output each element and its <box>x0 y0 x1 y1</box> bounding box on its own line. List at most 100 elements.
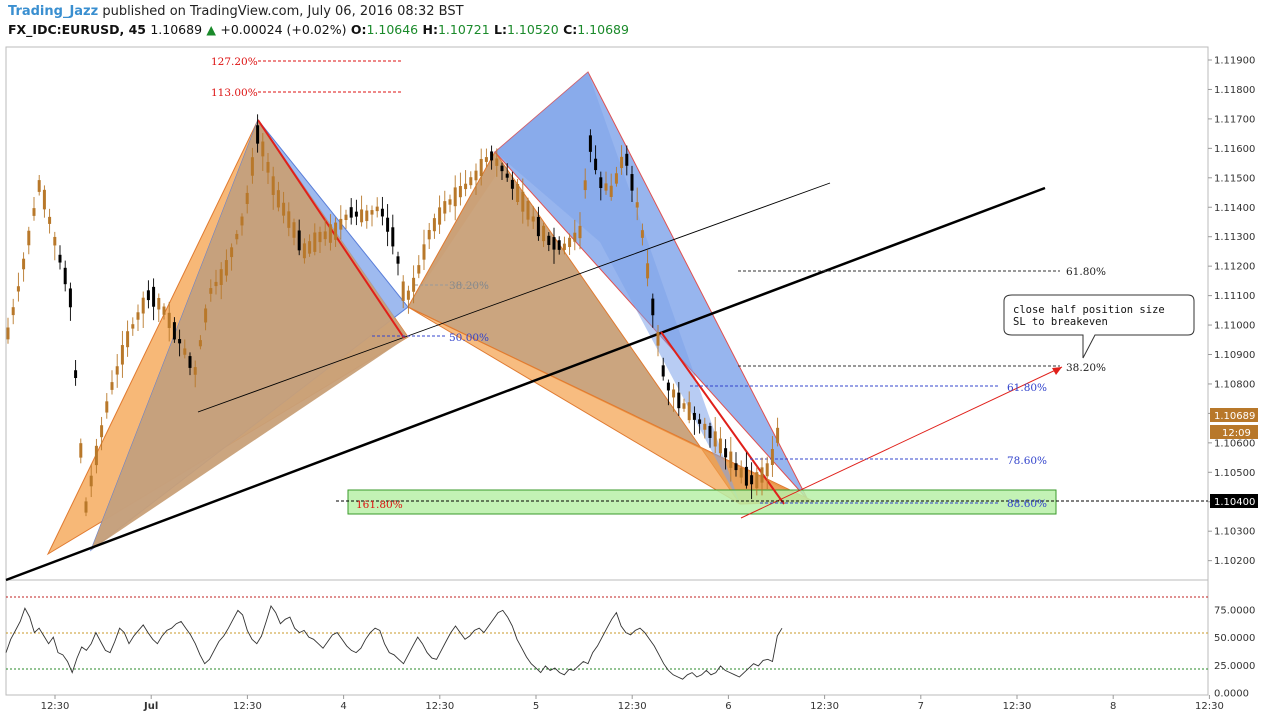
candle <box>640 223 644 246</box>
fib-113: 113.00% <box>211 87 258 99</box>
candle <box>656 325 660 357</box>
price-tick: 1.11200 <box>1214 262 1255 273</box>
oscillator-tick: 0.0000 <box>1214 689 1249 700</box>
candle <box>526 197 530 227</box>
candle <box>271 166 275 210</box>
candle <box>568 233 572 255</box>
candle <box>42 185 46 218</box>
time-axis[interactable]: 12:30 Jul 12:30 4 12:30 5 12:30 6 12:30 7 12:30 8 12… <box>41 695 1224 712</box>
candle <box>94 438 98 474</box>
callout-line-1: close half position size <box>1013 304 1165 316</box>
candle <box>713 416 717 454</box>
time-tick: 8 <box>1110 701 1116 712</box>
candle <box>313 223 317 256</box>
candle <box>666 379 670 406</box>
candle <box>157 293 161 323</box>
candle <box>432 213 436 239</box>
candle <box>495 148 499 177</box>
price-tick: 1.10500 <box>1214 468 1255 479</box>
candle <box>547 232 551 252</box>
candle <box>250 147 254 184</box>
oscillator-pane[interactable]: 75.0000 50.0000 25.0000 0.0000 <box>5 596 1255 700</box>
candle <box>230 243 234 271</box>
candle <box>105 393 109 419</box>
candle <box>729 436 733 482</box>
candle <box>380 196 384 226</box>
fib-500: 50.00% <box>449 332 489 344</box>
time-tick: 12:30 <box>233 701 262 712</box>
harmonic-pattern-left[interactable] <box>46 119 810 556</box>
candle <box>235 230 239 245</box>
candle <box>188 352 192 376</box>
time-tick: 7 <box>918 701 924 712</box>
callout-note[interactable]: close half position size SL to breakeven <box>1003 294 1195 359</box>
fib-618-right: 61.80% <box>1007 382 1047 394</box>
candle <box>755 466 759 496</box>
candle <box>204 304 208 331</box>
pattern-right-overlay <box>495 72 740 504</box>
last-price-value: 1.10689 <box>1214 411 1255 422</box>
low-value: 1.10520 <box>507 22 559 37</box>
candle <box>224 249 228 282</box>
target-zone[interactable] <box>347 489 1057 515</box>
candle <box>505 163 509 182</box>
low-label: L: <box>494 22 507 37</box>
oscillator-tick: 75.0000 <box>1214 605 1255 616</box>
candle <box>115 354 119 388</box>
candle <box>32 197 36 221</box>
price-axis[interactable]: 1.11900 1.11800 1.11700 1.11600 1.11500 1.114… <box>1208 56 1255 568</box>
candle <box>604 171 608 195</box>
candle <box>750 462 754 500</box>
candle <box>620 145 624 175</box>
candle <box>11 298 15 325</box>
candle <box>375 197 379 218</box>
oscillator-tick: 50.0000 <box>1214 633 1255 644</box>
candle <box>53 231 57 261</box>
change-arrow-icon: ▲ <box>206 22 217 37</box>
candle <box>162 303 166 320</box>
candle <box>349 198 353 225</box>
time-tick: 12:30 <box>618 701 647 712</box>
chart-header: Trading_Jazz published on TradingView.co… <box>0 0 1264 42</box>
candle <box>214 269 218 295</box>
candle <box>646 249 650 287</box>
candle <box>401 275 405 309</box>
candle <box>443 190 447 222</box>
candle <box>412 265 416 304</box>
candle <box>609 173 613 201</box>
candle <box>172 317 176 343</box>
price-tick: 1.10300 <box>1214 527 1255 538</box>
fib-382-right: 38.20% <box>1066 362 1106 374</box>
candle <box>516 178 520 206</box>
candle <box>276 181 280 212</box>
candle <box>126 320 130 357</box>
price-chart[interactable]: 127.20% 113.00% 38.20% 50.00% 161.80% 61… <box>0 42 1264 720</box>
candle <box>770 435 774 477</box>
candle <box>573 219 577 251</box>
candle <box>58 245 62 270</box>
fib-lines[interactable] <box>258 60 1208 504</box>
candle <box>531 205 535 229</box>
candle <box>287 202 291 237</box>
candle <box>651 293 655 328</box>
candle <box>661 357 665 381</box>
candle <box>209 279 213 302</box>
time-tick: 6 <box>725 701 731 712</box>
projection-arrow-icon <box>1052 367 1062 375</box>
candle <box>131 317 135 336</box>
fib-1618: 161.80% <box>356 499 403 511</box>
candle <box>339 205 343 240</box>
author-link[interactable]: Trading_Jazz <box>8 4 99 19</box>
harmonic-pattern-right[interactable] <box>407 71 816 505</box>
candle <box>365 204 369 229</box>
candle <box>536 206 540 241</box>
candle <box>734 452 738 477</box>
candle <box>396 251 400 276</box>
candle <box>448 194 452 213</box>
candle <box>453 175 457 221</box>
open-value: 1.10646 <box>366 22 419 37</box>
price-tick: 1.11400 <box>1214 203 1255 214</box>
close-value: 1.10689 <box>577 22 629 37</box>
time-tick: 4 <box>340 701 346 712</box>
price-tick: 1.11000 <box>1214 321 1255 332</box>
